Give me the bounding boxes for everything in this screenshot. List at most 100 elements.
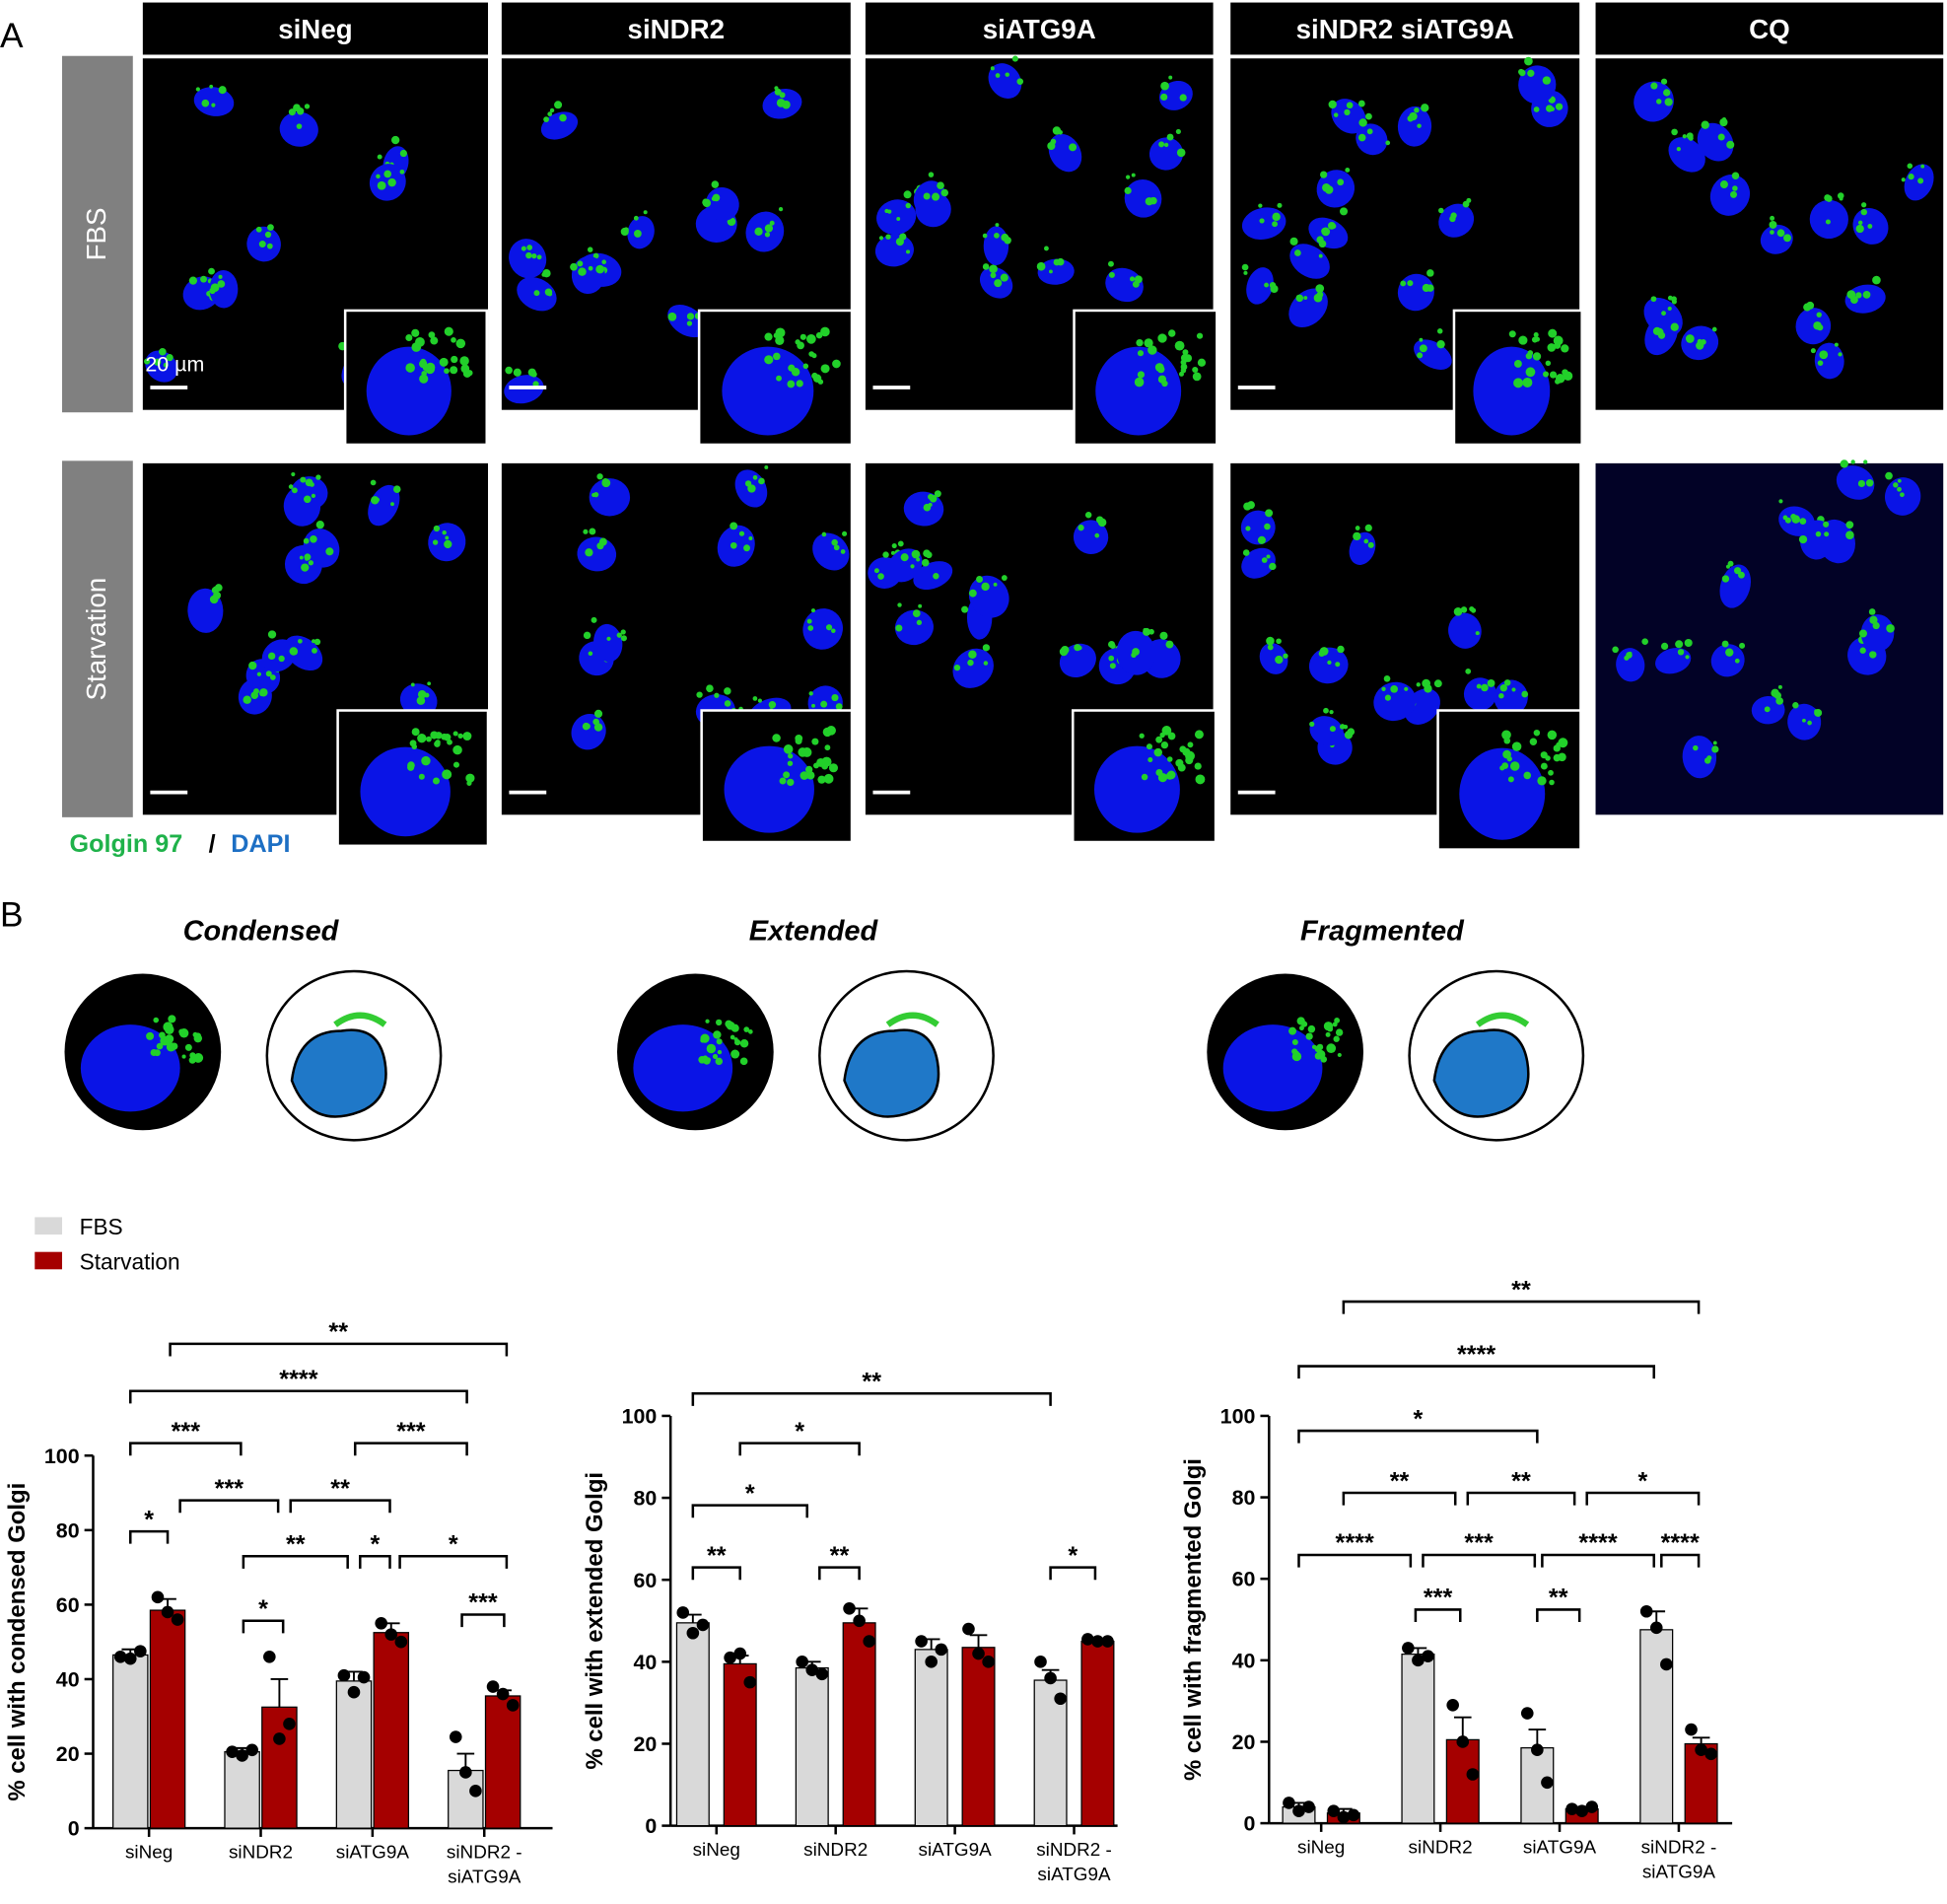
golgi [370, 479, 377, 486]
data-point [357, 1670, 371, 1684]
inset-golgi [1155, 736, 1163, 743]
golgi [1385, 140, 1391, 146]
golgi [1825, 195, 1833, 202]
golgi [890, 550, 895, 555]
data-point [1660, 1657, 1673, 1671]
golgi [808, 691, 813, 696]
significance-label: **** [1336, 1529, 1374, 1557]
golgi [1667, 306, 1672, 312]
inset-golgi [1194, 730, 1204, 740]
golgi [752, 475, 758, 480]
golgi [1815, 530, 1822, 537]
golgi [1276, 638, 1282, 645]
data-point [1466, 1768, 1480, 1781]
golgi [1655, 99, 1662, 105]
golgi [248, 661, 257, 670]
golgi [1863, 459, 1868, 464]
golgi [833, 544, 840, 551]
inset-golgi [1502, 749, 1511, 759]
data-point [1422, 1650, 1434, 1662]
golgi [1107, 260, 1114, 267]
golgi [1159, 631, 1168, 640]
inset-golgi [1192, 372, 1202, 382]
golgi [303, 537, 310, 544]
inset-golgi [1545, 360, 1552, 367]
data-point [449, 1730, 462, 1743]
inset-golgi [783, 744, 794, 754]
golgi [153, 358, 162, 366]
significance-bracket [128, 1442, 243, 1456]
golgi [258, 241, 266, 248]
bar [795, 1666, 829, 1827]
cell-golgi [730, 1023, 739, 1032]
golgi [1094, 532, 1100, 538]
golgi [585, 548, 593, 557]
significance-label: **** [1457, 1341, 1495, 1369]
golgi [1344, 731, 1354, 740]
cell-golgi [154, 1049, 161, 1057]
golgi [1476, 683, 1482, 689]
bar [373, 1632, 410, 1829]
golgi [209, 595, 219, 604]
golgi [1721, 640, 1729, 648]
data-point [1639, 1604, 1653, 1618]
nucleus [261, 639, 297, 672]
data-point [469, 1785, 482, 1798]
golgi [1438, 207, 1444, 214]
golgi [758, 477, 765, 485]
inset-golgi [800, 771, 809, 780]
y-tick-label: 80 [56, 1518, 80, 1542]
golgi [1266, 554, 1271, 559]
golgi [163, 362, 169, 368]
y-tick-label: 0 [645, 1814, 657, 1838]
golgi [1419, 337, 1424, 342]
golgi [315, 474, 321, 480]
golgi [916, 619, 923, 626]
inset-golgi [1547, 343, 1557, 352]
data-point [134, 1645, 147, 1657]
nucleus [1809, 199, 1848, 240]
golgi [211, 103, 216, 107]
inset-golgi [1508, 330, 1516, 338]
inset-golgi [1196, 332, 1204, 339]
x-tick-label-box: siNDR2 [803, 1839, 868, 1860]
golgi [686, 320, 693, 326]
golgi [1807, 720, 1812, 726]
golgi [778, 206, 784, 212]
inset-golgi [1527, 350, 1534, 356]
inset-golgi [1184, 354, 1193, 363]
inset-golgi [1558, 738, 1568, 748]
golgi [1327, 221, 1336, 230]
inset-golgi [1548, 769, 1554, 776]
inset-golgi [1179, 745, 1187, 753]
golgi [911, 549, 921, 559]
golgi [1717, 133, 1725, 141]
golgi [774, 88, 782, 96]
inset-golgi [1549, 779, 1555, 786]
nucleus [1105, 267, 1144, 303]
golgi [1400, 280, 1407, 287]
golgi [730, 541, 737, 549]
golgi [928, 502, 933, 507]
golgi [738, 530, 745, 536]
golgi [1857, 220, 1863, 226]
scale-bar-label: 20 µm [145, 353, 204, 377]
golgi [159, 347, 167, 356]
golgi [1346, 102, 1354, 109]
nucleus [1668, 137, 1705, 173]
golgi [264, 231, 272, 239]
inset-golgi [1182, 349, 1189, 356]
data-point [1337, 1810, 1351, 1824]
golgi [593, 492, 599, 498]
significance-bracket [359, 1555, 391, 1569]
golgi [1685, 334, 1695, 343]
golgi [1283, 653, 1288, 659]
inset-golgi [1507, 776, 1514, 783]
nucleus [874, 234, 914, 267]
golgi [293, 104, 301, 112]
data-point [496, 1687, 510, 1701]
bar [842, 1622, 876, 1827]
golgi [377, 154, 382, 160]
nucleus [913, 180, 946, 216]
data-point [962, 1622, 975, 1636]
